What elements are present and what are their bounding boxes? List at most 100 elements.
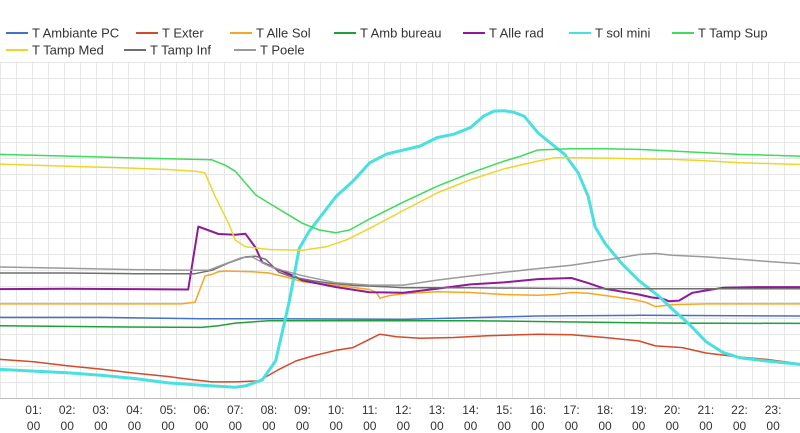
x-tick-label-hour: 04: bbox=[126, 403, 143, 417]
x-tick-05: 05:00 bbox=[160, 403, 177, 433]
legend-item-t-alle-rad[interactable]: T Alle rad bbox=[463, 26, 544, 41]
x-tick-label-minute: 00 bbox=[397, 419, 411, 433]
x-tick-label-hour: 01: bbox=[25, 403, 42, 417]
x-tick-label-minute: 00 bbox=[296, 419, 310, 433]
legend-item-t-sol-mini[interactable]: T sol mini bbox=[569, 26, 650, 41]
x-tick-19: 19:00 bbox=[630, 403, 647, 433]
x-tick-label-hour: 20: bbox=[664, 403, 681, 417]
x-tick-label-minute: 00 bbox=[733, 419, 747, 433]
x-tick-label-hour: 15: bbox=[496, 403, 513, 417]
x-tick-label-hour: 10: bbox=[328, 403, 345, 417]
legend-item-t-tamp-sup[interactable]: T Tamp Sup bbox=[672, 26, 768, 41]
series-line-t-tamp-sup bbox=[0, 147, 800, 234]
legend-label: T Tamp Inf bbox=[150, 43, 211, 58]
x-tick-09: 09:00 bbox=[294, 403, 311, 433]
x-tick-label-hour: 09: bbox=[294, 403, 311, 417]
legend-item-t-exter[interactable]: T Exter bbox=[136, 26, 204, 41]
legend-item-t-poele[interactable]: T Poele bbox=[234, 43, 305, 58]
legend-label: T Amb bureau bbox=[360, 26, 441, 41]
x-tick-label-hour: 05: bbox=[160, 403, 177, 417]
legend-item-t-alle-sol[interactable]: T Alle Sol bbox=[230, 26, 311, 41]
legend-label: T Exter bbox=[162, 26, 204, 41]
x-tick-04: 04:00 bbox=[126, 403, 143, 433]
x-tick-11: 11:00 bbox=[362, 403, 378, 433]
x-tick-label-hour: 18: bbox=[597, 403, 614, 417]
legend-item-t-tamp-inf[interactable]: T Tamp Inf bbox=[124, 43, 211, 58]
x-tick-17: 17:00 bbox=[563, 403, 580, 433]
series-line-t-amb-bureau bbox=[0, 319, 800, 329]
legend-item-t-ambiante-pc[interactable]: T Ambiante PC bbox=[6, 26, 119, 41]
x-tick-label-hour: 17: bbox=[563, 403, 580, 417]
series-lines bbox=[0, 109, 800, 389]
legend-label: T Poele bbox=[260, 43, 305, 58]
x-tick-label-hour: 02: bbox=[59, 403, 76, 417]
x-tick-label-hour: 22: bbox=[731, 403, 748, 417]
x-tick-18: 18:00 bbox=[597, 403, 614, 433]
series-line-t-tamp-med bbox=[0, 157, 800, 251]
x-tick-label-hour: 21: bbox=[698, 403, 715, 417]
x-tick-15: 15:00 bbox=[496, 403, 513, 433]
x-tick-label-minute: 00 bbox=[531, 419, 545, 433]
legend-label: T sol mini bbox=[595, 26, 650, 41]
legend-label: T Alle Sol bbox=[256, 26, 311, 41]
x-tick-label-minute: 00 bbox=[229, 419, 243, 433]
x-tick-13: 13:00 bbox=[429, 403, 446, 433]
x-tick-label-minute: 00 bbox=[161, 419, 175, 433]
series-line-t-tamp-inf bbox=[0, 255, 800, 290]
x-tick-14: 14:00 bbox=[462, 403, 479, 433]
x-tick-label-hour: 03: bbox=[92, 403, 109, 417]
x-tick-label-minute: 00 bbox=[329, 419, 343, 433]
x-tick-label-minute: 00 bbox=[195, 419, 209, 433]
series-line-t-sol-mini bbox=[0, 109, 800, 389]
x-tick-label-minute: 00 bbox=[262, 419, 276, 433]
legend-label: T Tamp Med bbox=[32, 43, 104, 58]
series-line-t-alle-rad bbox=[0, 225, 800, 303]
x-tick-08: 08:00 bbox=[261, 403, 278, 433]
series-line-t-ambiante-pc bbox=[0, 314, 800, 321]
x-tick-label-minute: 00 bbox=[699, 419, 713, 433]
x-tick-label-minute: 00 bbox=[61, 419, 75, 433]
x-tick-label-hour: 11: bbox=[362, 403, 378, 417]
x-tick-07: 07:00 bbox=[227, 403, 244, 433]
series-line-t-exter bbox=[0, 333, 800, 383]
x-tick-21: 21:00 bbox=[698, 403, 715, 433]
x-tick-label-hour: 06: bbox=[193, 403, 210, 417]
x-tick-label-minute: 00 bbox=[363, 419, 377, 433]
x-tick-label-hour: 12: bbox=[395, 403, 412, 417]
x-tick-20: 20:00 bbox=[664, 403, 681, 433]
x-tick-label-hour: 07: bbox=[227, 403, 244, 417]
x-tick-10: 10:00 bbox=[328, 403, 345, 433]
legend: T Ambiante PC T Exter T Alle Sol T Amb bure… bbox=[6, 26, 768, 58]
series-line-t-alle-sol bbox=[0, 270, 800, 308]
x-tick-12: 12:00 bbox=[395, 403, 412, 433]
series-line-t-poele bbox=[0, 252, 800, 286]
x-tick-label-minute: 00 bbox=[464, 419, 478, 433]
x-tick-01: 01:00 bbox=[25, 403, 42, 433]
legend-item-t-tamp-med[interactable]: T Tamp Med bbox=[6, 43, 104, 58]
x-tick-label-hour: 23: bbox=[765, 403, 782, 417]
x-axis: 01:0002:0003:0004:0005:0006:0007:0008:00… bbox=[25, 403, 781, 433]
x-tick-label-hour: 08: bbox=[261, 403, 278, 417]
legend-item-t-amb-bureau[interactable]: T Amb bureau bbox=[334, 26, 441, 41]
x-tick-label-hour: 13: bbox=[429, 403, 446, 417]
grid bbox=[0, 62, 800, 399]
x-tick-label-minute: 00 bbox=[27, 419, 41, 433]
x-tick-label-minute: 00 bbox=[498, 419, 512, 433]
x-tick-06: 06:00 bbox=[193, 403, 210, 433]
x-tick-label-hour: 19: bbox=[630, 403, 647, 417]
legend-label: T Tamp Sup bbox=[698, 26, 768, 41]
x-tick-02: 02:00 bbox=[59, 403, 76, 433]
x-tick-label-minute: 00 bbox=[128, 419, 142, 433]
x-tick-label-minute: 00 bbox=[565, 419, 579, 433]
legend-label: T Alle rad bbox=[489, 26, 544, 41]
x-tick-16: 16:00 bbox=[529, 403, 546, 433]
legend-label: T Ambiante PC bbox=[32, 26, 119, 41]
x-tick-label-minute: 00 bbox=[766, 419, 780, 433]
x-tick-label-minute: 00 bbox=[632, 419, 646, 433]
x-tick-label-hour: 16: bbox=[529, 403, 546, 417]
x-tick-23: 23:00 bbox=[765, 403, 782, 433]
x-tick-label-minute: 00 bbox=[598, 419, 612, 433]
x-tick-label-hour: 14: bbox=[462, 403, 479, 417]
